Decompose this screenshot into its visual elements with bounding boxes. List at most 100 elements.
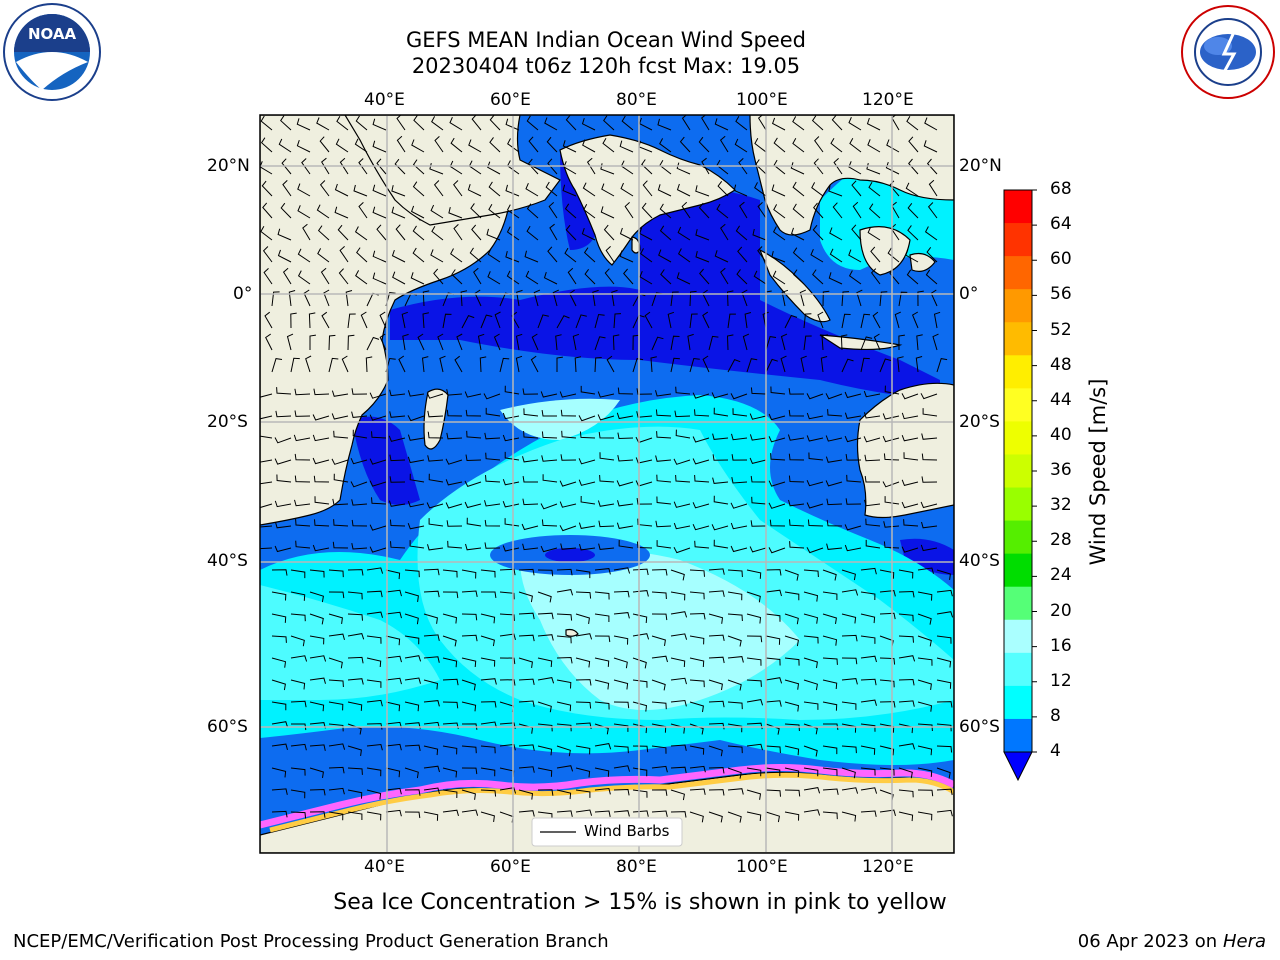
wind-barb	[632, 633, 650, 640]
wind-barb	[848, 117, 862, 131]
wind-barb	[402, 333, 409, 351]
wind-barb	[271, 613, 287, 623]
wind-barb	[768, 413, 786, 421]
wind-barb	[865, 518, 881, 527]
wind-barb	[920, 544, 938, 552]
wind-barb	[901, 546, 919, 553]
wind-barb	[927, 202, 938, 219]
wind-barb	[605, 246, 615, 263]
wind-barb	[488, 181, 501, 197]
wind-barb	[404, 767, 419, 779]
wind-barb	[404, 811, 421, 819]
wind-barb	[613, 657, 628, 669]
wind-barb	[597, 391, 615, 398]
wind-barb	[523, 430, 539, 439]
wind-barb	[825, 435, 843, 442]
wind-barb	[689, 290, 697, 307]
wind-barb	[770, 386, 786, 395]
wind-barb	[812, 269, 824, 285]
wind-barb	[821, 334, 828, 351]
wind-barb	[701, 157, 710, 175]
wind-barb	[389, 519, 406, 527]
wind-barb	[694, 540, 710, 549]
wind-barb	[746, 591, 761, 603]
wind-barb	[515, 333, 523, 351]
svg-text:NOAA: NOAA	[28, 25, 77, 43]
wind-barb	[366, 336, 380, 351]
wind-barb	[825, 456, 843, 463]
wind-barb	[901, 393, 919, 400]
wind-barb	[636, 411, 653, 418]
wind-barb	[347, 613, 363, 621]
wind-barb	[489, 115, 501, 131]
lat-tick-left: 20°S	[207, 412, 248, 432]
wind-barb	[447, 540, 463, 549]
wind-barb	[856, 289, 863, 307]
wind-barb	[844, 544, 862, 552]
wind-barb	[385, 787, 402, 795]
wind-barb	[845, 498, 862, 505]
lat-tick-left: 20°N	[207, 156, 250, 176]
wind-barb	[936, 745, 953, 753]
wind-barb	[347, 656, 364, 664]
wind-barb	[727, 788, 744, 795]
wind-barb	[379, 333, 387, 351]
wind-barb	[493, 333, 501, 351]
wind-barb	[886, 139, 900, 153]
wind-barb	[917, 591, 933, 601]
wind-barb	[328, 357, 339, 373]
wind-barb	[617, 432, 634, 440]
wind-barb	[465, 454, 482, 462]
wind-barb	[505, 118, 520, 131]
wind-barb	[286, 333, 294, 351]
wind-barb	[616, 412, 634, 420]
wind-barb	[689, 679, 705, 688]
wind-barb	[849, 137, 862, 153]
wind-barb	[460, 290, 468, 307]
wind-barb	[651, 655, 668, 663]
wind-barb	[396, 115, 406, 131]
wind-barb	[442, 613, 458, 624]
wind-barb	[560, 454, 577, 461]
wind-barb	[313, 475, 330, 483]
wind-barb	[810, 249, 824, 263]
wind-barb	[450, 137, 463, 153]
land-java	[819, 334, 903, 351]
wind-barb	[331, 390, 349, 397]
wind-barb	[617, 500, 634, 507]
wind-barb	[515, 355, 523, 373]
wind-barb	[564, 203, 577, 219]
wind-barb	[822, 811, 838, 820]
wind-barb	[727, 767, 742, 779]
sea-ice-caption: Sea Ice Concentration > 15% is shown in …	[333, 890, 947, 915]
wind-barb	[917, 789, 934, 797]
wind-barb	[464, 501, 482, 509]
wind-barb	[423, 656, 440, 663]
lon-tick-top: 120°E	[862, 90, 914, 110]
wind-barb	[328, 701, 344, 711]
wind-barb	[936, 358, 948, 373]
wind-barb	[656, 474, 672, 483]
wind-barb	[290, 635, 305, 647]
wind-barb	[917, 767, 933, 777]
wind-barb	[618, 539, 634, 549]
wind-barb	[525, 183, 539, 197]
wind-barb	[829, 227, 843, 241]
wind-barb	[926, 158, 938, 175]
wind-barb	[689, 788, 706, 795]
wind-barb	[328, 743, 346, 750]
wind-barb	[735, 115, 748, 131]
wind-barb	[898, 743, 916, 750]
wind-barb	[730, 393, 748, 400]
wind-barb	[369, 480, 387, 487]
wind-barb	[480, 745, 496, 754]
land-sri-lanka	[631, 236, 641, 254]
wind-barb	[328, 633, 345, 641]
wind-barb	[385, 569, 401, 580]
wind-barb	[611, 289, 618, 307]
wind-barb	[271, 657, 287, 668]
wind-barb	[771, 250, 786, 263]
wind-barb	[480, 767, 496, 777]
wind-barb	[868, 181, 881, 197]
wind-barb	[562, 140, 577, 153]
